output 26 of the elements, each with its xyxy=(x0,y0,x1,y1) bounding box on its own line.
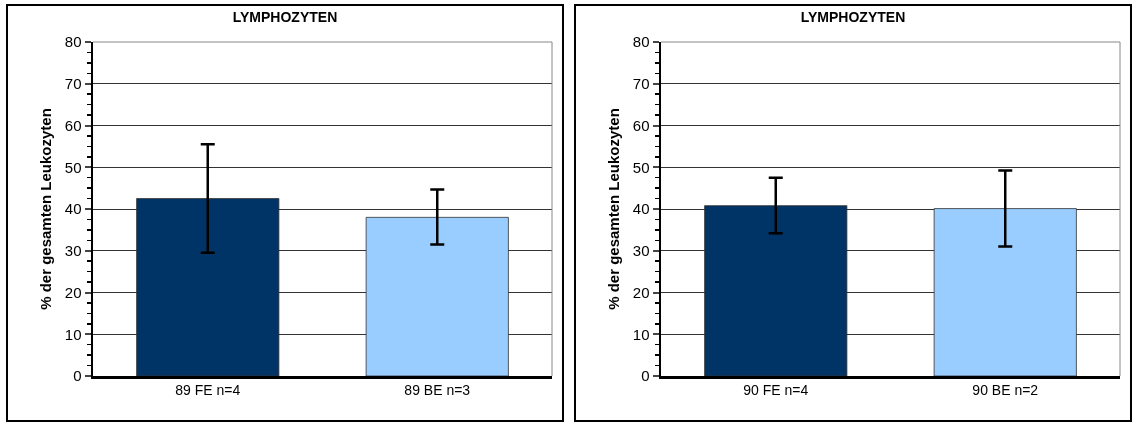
chart-title: LYMPHOZYTEN xyxy=(800,8,906,25)
x-tick-label: 90 BE n=2 xyxy=(972,382,1039,399)
y-tick-label: 30 xyxy=(632,242,650,259)
y-tick-label: 20 xyxy=(632,283,650,301)
y-tick-label: 10 xyxy=(632,325,650,343)
y-tick-label: 80 xyxy=(632,33,650,51)
x-tick-label: 89 BE n=3 xyxy=(404,382,471,399)
y-tick-label: 60 xyxy=(632,116,650,134)
y-tick-label: 50 xyxy=(64,158,82,176)
y-tick-label: 70 xyxy=(64,75,82,92)
y-tick-label: 20 xyxy=(64,283,82,301)
y-axis-title: % der gesamten Leukozyten xyxy=(36,108,54,310)
chart-title: LYMPHOZYTEN xyxy=(232,8,338,25)
y-tick-label: 0 xyxy=(641,367,650,385)
y-tick-label: 40 xyxy=(64,200,82,218)
y-tick-label: 40 xyxy=(632,200,650,218)
y-tick-label: 80 xyxy=(64,33,82,51)
y-axis-title: % der gesamten Leukozyten xyxy=(604,108,622,310)
x-tick-label: 89 FE n=4 xyxy=(175,382,241,399)
y-tick-label: 70 xyxy=(632,75,650,92)
y-tick-label: 60 xyxy=(64,116,82,134)
y-tick-label: 30 xyxy=(64,242,82,259)
y-tick-label: 50 xyxy=(632,158,650,176)
y-tick-label: 10 xyxy=(64,325,82,343)
y-tick-label: 0 xyxy=(73,367,82,385)
x-tick-label: 90 FE n=4 xyxy=(743,382,809,399)
